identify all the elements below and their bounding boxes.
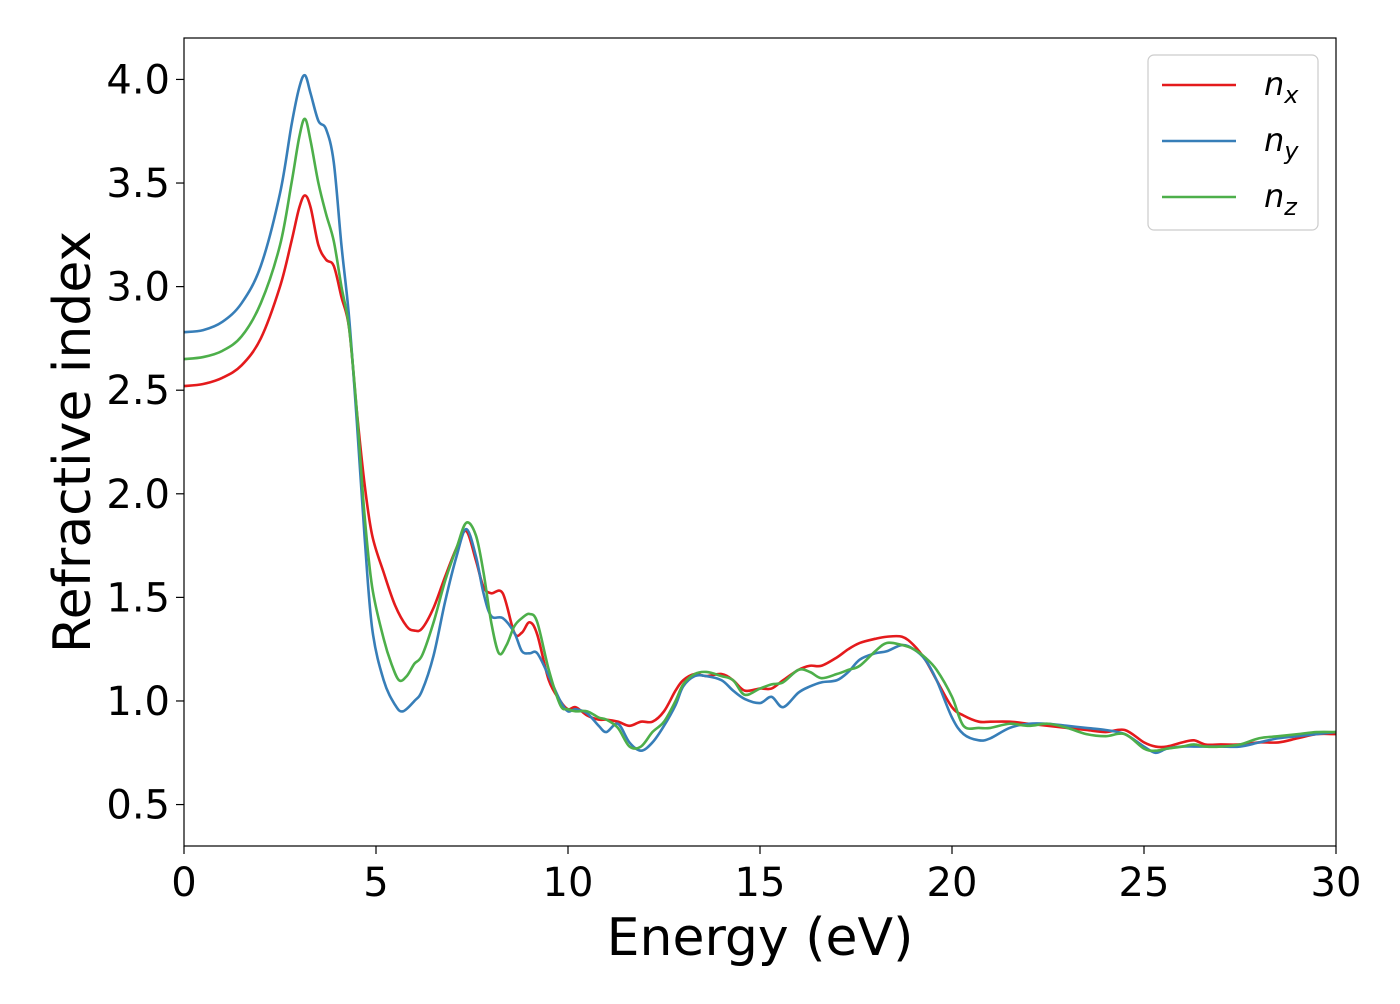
y-tick-label: 4.0 [106, 57, 170, 103]
legend-label-y: ny [1264, 121, 1299, 165]
series-layer [184, 73, 1336, 755]
y-axis: 0.5 1.0 1.5 2.0 2.5 3.0 3.5 4.0 [106, 57, 184, 829]
x-tick-label: 5 [363, 860, 388, 906]
series-line-z [184, 117, 1336, 753]
y-tick-label: 2.5 [106, 368, 170, 414]
x-axis-label: Energy (eV) [607, 908, 914, 968]
y-tick-label: 2.0 [106, 472, 170, 518]
legend-label-x: nx [1264, 65, 1299, 109]
x-axis: 0 5 10 15 20 25 30 [171, 846, 1361, 906]
legend-box [1147, 54, 1319, 231]
x-tick-label: 25 [1119, 860, 1170, 906]
x-tick-label: 30 [1311, 860, 1362, 906]
x-tick-label: 20 [927, 860, 978, 906]
y-tick-label: 0.5 [106, 783, 170, 829]
y-tick-label: 3.0 [106, 265, 170, 311]
y-tick-label: 1.0 [106, 679, 170, 725]
y-axis-label: Refractive index [43, 231, 103, 653]
x-tick-label: 10 [543, 860, 594, 906]
y-tick-label: 3.5 [106, 161, 170, 207]
legend-label-z: nz [1264, 177, 1298, 221]
y-tick-label: 1.5 [106, 575, 170, 621]
legend: nx ny nz [1147, 54, 1319, 231]
x-tick-label: 15 [735, 860, 786, 906]
x-tick-label: 0 [171, 860, 196, 906]
